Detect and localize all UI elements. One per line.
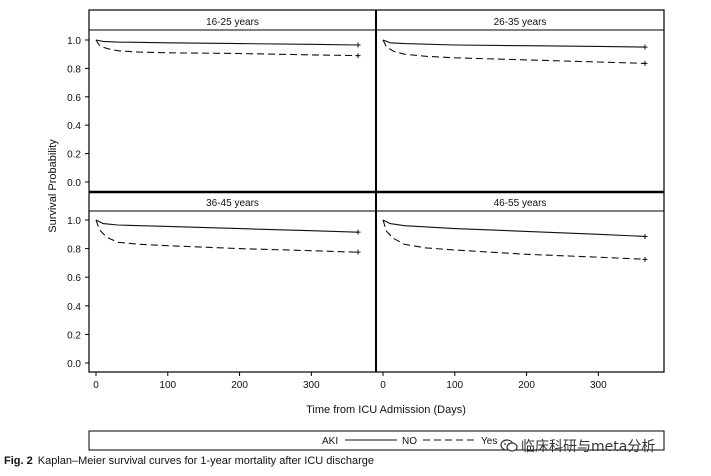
watermark: 临床科研与meta分析 — [500, 436, 655, 456]
survival-curve-yes — [95, 219, 359, 253]
y-tick-label: 1.0 — [67, 216, 81, 227]
legend-label-yes: Yes — [481, 436, 497, 447]
figure-caption: Fig. 2 Kaplan–Meier survival curves for 1… — [4, 455, 374, 467]
censor-mark — [642, 60, 648, 66]
x-tick-label: 200 — [231, 380, 248, 391]
y-tick-label: 0.2 — [67, 330, 81, 341]
legend-box — [88, 430, 665, 451]
censor-mark — [642, 44, 648, 50]
legend-title: AKI — [322, 436, 338, 447]
censor-mark — [642, 256, 648, 262]
x-tick-label: 100 — [446, 380, 463, 391]
survival-curve-no — [382, 219, 646, 237]
figure-caption-label: Fig. 2 — [4, 455, 33, 467]
x-tick-label: 100 — [159, 380, 176, 391]
watermark-text: 临床科研与meta分析 — [521, 439, 656, 455]
censor-mark — [355, 53, 361, 59]
x-axis-label: Time from ICU Admission (Days) — [306, 404, 466, 416]
y-tick-label: 0.4 — [67, 121, 81, 132]
y-tick-label: 0.8 — [67, 245, 81, 256]
survival-curve-no — [95, 219, 359, 233]
censor-mark — [642, 233, 648, 239]
y-tick-label: 0.0 — [67, 359, 81, 370]
x-tick-label: 0 — [93, 380, 99, 391]
panel-title: 26-35 years — [494, 17, 547, 28]
panel-title: 46-55 years — [494, 198, 547, 209]
survival-curve-no — [382, 39, 646, 48]
censor-mark — [355, 229, 361, 235]
x-tick-label: 200 — [518, 380, 535, 391]
survival-curve-yes — [382, 219, 646, 260]
y-tick-label: 0.6 — [67, 93, 81, 104]
figure-caption-text: Kaplan–Meier survival curves for 1-year … — [37, 455, 374, 467]
survival-curve-no — [95, 39, 359, 46]
y-axis-label: Survival Probability — [47, 139, 59, 233]
survival-curve-yes — [382, 39, 646, 64]
censor-mark — [355, 249, 361, 255]
x-tick-label: 300 — [590, 380, 607, 391]
y-tick-label: 0.2 — [67, 150, 81, 161]
y-tick-label: 0.0 — [67, 178, 81, 189]
x-tick-label: 300 — [303, 380, 320, 391]
chat-bubble-icon — [500, 439, 518, 452]
x-tick-label: 0 — [380, 380, 386, 391]
censor-mark — [355, 42, 361, 48]
y-tick-label: 0.4 — [67, 302, 81, 313]
y-tick-label: 0.6 — [67, 273, 81, 284]
y-tick-label: 1.0 — [67, 36, 81, 47]
chart-layer: 16-25 years 0.0 0.2 0.4 0.6 0.8 1.0 26-35 years… — [47, 9, 665, 451]
panel-title: 36-45 years — [206, 198, 259, 209]
survival-curve-yes — [95, 39, 359, 57]
legend-label-no: NO — [402, 436, 417, 447]
panel-title: 16-25 years — [206, 17, 259, 28]
y-tick-label: 0.8 — [67, 64, 81, 75]
